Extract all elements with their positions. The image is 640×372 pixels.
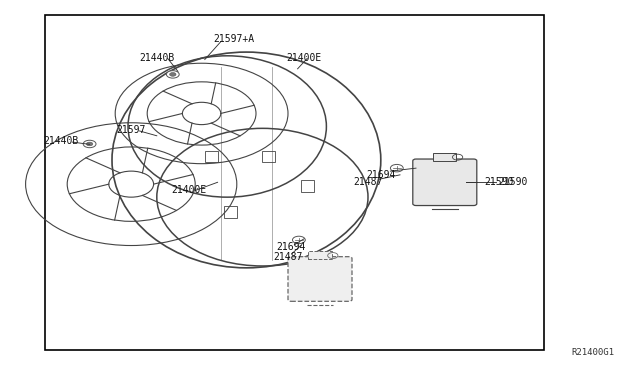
Text: 21590: 21590	[484, 177, 514, 187]
Text: 21400E: 21400E	[171, 185, 207, 195]
Bar	[205, 151, 218, 162]
Bar	[308, 251, 332, 259]
Bar	[301, 180, 314, 192]
Circle shape	[166, 71, 179, 78]
Bar	[262, 151, 275, 162]
Text: 21597: 21597	[116, 125, 146, 135]
Text: 21694: 21694	[276, 243, 306, 252]
Circle shape	[390, 164, 403, 172]
FancyBboxPatch shape	[413, 159, 477, 205]
Bar	[433, 153, 456, 161]
Text: 21487: 21487	[353, 177, 383, 187]
Text: 21440B: 21440B	[43, 137, 79, 146]
Text: 21440B: 21440B	[139, 53, 175, 62]
Circle shape	[83, 140, 96, 148]
Text: 21694: 21694	[366, 170, 396, 180]
Circle shape	[292, 236, 305, 244]
Bar	[45, 15, 544, 350]
Text: R21400G1: R21400G1	[572, 348, 614, 357]
Circle shape	[170, 73, 176, 76]
Text: 21590: 21590	[498, 177, 527, 187]
Bar	[224, 206, 237, 218]
Text: 21597+A: 21597+A	[213, 34, 254, 44]
Text: 21487: 21487	[273, 252, 303, 262]
Text: 21400E: 21400E	[286, 53, 322, 62]
FancyBboxPatch shape	[288, 257, 352, 301]
Circle shape	[86, 142, 93, 146]
